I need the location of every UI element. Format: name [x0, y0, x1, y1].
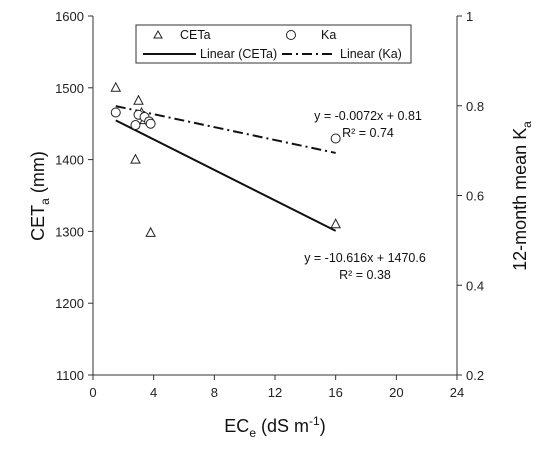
x-tick-label: 8 — [211, 385, 218, 400]
x-title-sub: e — [249, 426, 256, 440]
legend-label-linear-ka: Linear (Ka) — [340, 47, 402, 61]
y-left-axis-title: CETa (mm) — [28, 151, 52, 241]
ceta-point — [133, 94, 144, 105]
trendline-ceta — [115, 119, 337, 232]
y-right-tick-label: 0.8 — [466, 99, 484, 114]
trendlines — [115, 105, 337, 232]
y-left-tick-label: 1300 — [55, 224, 84, 239]
ceta-equation: y = -10.616x + 1470.6 — [304, 251, 426, 265]
y-right-tick-label: 0.2 — [466, 368, 484, 383]
y-left-tick-label: 1400 — [55, 153, 84, 168]
x-title-sup: -1 — [309, 414, 320, 428]
ceta-r2: R² = 0.38 — [339, 268, 391, 282]
legend-label-ka: Ka — [321, 28, 336, 42]
x-tick-label: 20 — [389, 385, 403, 400]
y-left-title-rest: (mm) — [28, 151, 48, 198]
y-right-tick-label: 1 — [466, 9, 473, 24]
x-tick-label: 0 — [89, 385, 96, 400]
y-right-title-sub: a — [520, 121, 534, 128]
ka-equation: y = -0.0072x + 0.81 — [314, 109, 422, 123]
x-tick-label: 24 — [450, 385, 464, 400]
ka-point — [110, 107, 121, 118]
legend-marker-triangle — [153, 29, 163, 39]
x-title-main: EC — [224, 416, 249, 436]
ka-r2: R² = 0.74 — [342, 126, 394, 140]
ka-point — [330, 133, 341, 144]
x-tick-label: 4 — [150, 385, 157, 400]
ceta-point — [330, 218, 341, 229]
y-left-tick-label: 1600 — [55, 9, 84, 24]
x-title-end: ) — [320, 416, 326, 436]
data-points — [110, 81, 341, 237]
x-axis-title: ECe (dS m-1) — [224, 414, 325, 440]
legend: CETa Ka Linear (CETa) Linear (Ka) — [135, 24, 412, 64]
y-left-tick-label: 1100 — [56, 368, 84, 383]
ceta-point — [145, 226, 156, 237]
ka-point — [145, 118, 156, 129]
y-right-axis-title: 12-month mean Ka — [510, 121, 534, 271]
legend-marker-circle — [286, 30, 296, 40]
y-right-tick-label: 0.4 — [466, 278, 484, 293]
legend-label-ceta: CETa — [180, 28, 211, 42]
ceta-point — [110, 81, 122, 92]
legend-label-linear-ceta: Linear (CETa) — [200, 47, 277, 61]
trendline-ka — [115, 105, 336, 154]
ka-point — [130, 120, 141, 131]
y-left-title-main: CET — [28, 205, 48, 241]
y-left-tick-label: 1200 — [55, 296, 84, 311]
x-tick-label: 12 — [268, 385, 282, 400]
x-tick-label: 16 — [328, 385, 342, 400]
x-title-rest: (dS m — [256, 416, 309, 436]
y-left-tick-label: 1500 — [55, 81, 84, 96]
y-left-title-sub: a — [38, 198, 52, 205]
y-right-title-main: 12-month mean K — [510, 128, 530, 271]
axis-ticks: 0 4 8 12 16 20 24 1100 1200 1300 1400 1500 1600 0.2 0.… — [55, 9, 484, 400]
legend-box — [135, 24, 412, 64]
y-right-tick-label: 0.6 — [466, 189, 484, 204]
ceta-point — [130, 153, 141, 164]
